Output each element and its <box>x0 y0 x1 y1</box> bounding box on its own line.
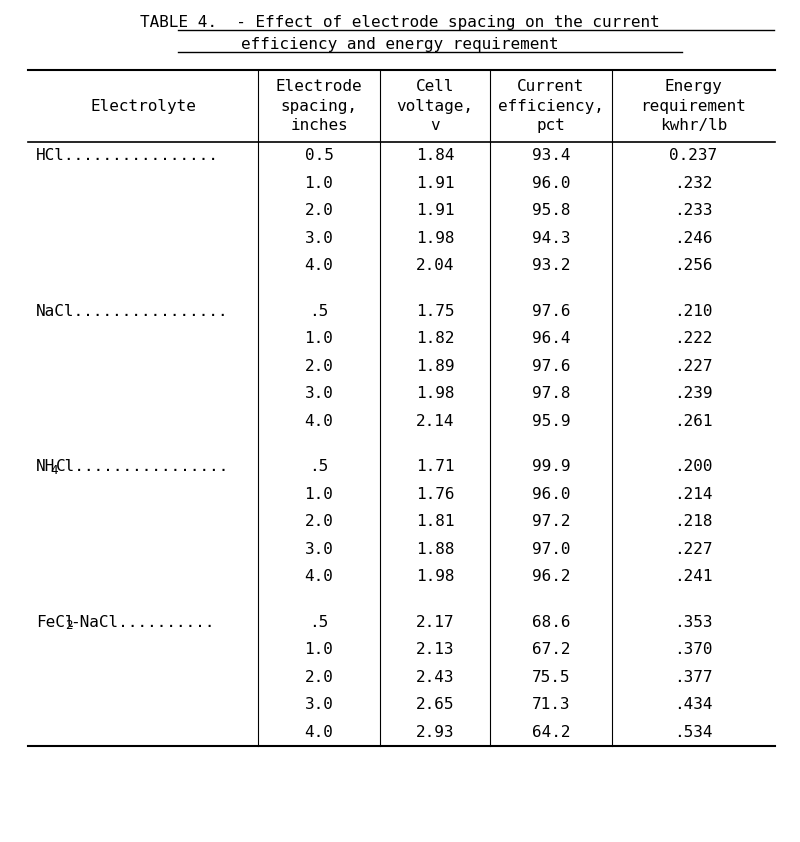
Text: 4: 4 <box>50 464 58 477</box>
Text: 1.71: 1.71 <box>416 459 454 474</box>
Text: 1.0: 1.0 <box>305 487 334 502</box>
Text: 0.5: 0.5 <box>305 148 334 163</box>
Text: 67.2: 67.2 <box>532 642 570 658</box>
Text: 94.3: 94.3 <box>532 231 570 246</box>
Text: NaCl................: NaCl................ <box>36 304 229 319</box>
Text: 1.98: 1.98 <box>416 386 454 402</box>
Text: Cl................: Cl................ <box>56 459 230 474</box>
Text: 71.3: 71.3 <box>532 697 570 712</box>
Text: .239: .239 <box>674 386 713 402</box>
Text: 4.0: 4.0 <box>305 569 334 584</box>
Text: .5: .5 <box>310 615 329 630</box>
Text: 3.0: 3.0 <box>305 386 334 402</box>
Text: .232: .232 <box>674 176 713 191</box>
Text: 1.89: 1.89 <box>416 359 454 374</box>
Text: 1.75: 1.75 <box>416 304 454 319</box>
Text: Current
efficiency,
pct: Current efficiency, pct <box>498 79 604 133</box>
Text: 3.0: 3.0 <box>305 231 334 246</box>
Text: 3.0: 3.0 <box>305 697 334 712</box>
Text: .200: .200 <box>674 459 713 474</box>
Text: .434: .434 <box>674 697 713 712</box>
Text: 93.2: 93.2 <box>532 258 570 274</box>
Text: 68.6: 68.6 <box>532 615 570 630</box>
Text: -NaCl..........: -NaCl.......... <box>70 615 215 630</box>
Text: 1.0: 1.0 <box>305 176 334 191</box>
Text: .534: .534 <box>674 725 713 740</box>
Text: 93.4: 93.4 <box>532 148 570 163</box>
Text: 64.2: 64.2 <box>532 725 570 740</box>
Text: efficiency and energy requirement: efficiency and energy requirement <box>241 36 559 51</box>
Text: 97.0: 97.0 <box>532 541 570 557</box>
Text: 96.4: 96.4 <box>532 331 570 346</box>
Text: .210: .210 <box>674 304 713 319</box>
Text: 99.9: 99.9 <box>532 459 570 474</box>
Text: 97.6: 97.6 <box>532 304 570 319</box>
Text: 2.13: 2.13 <box>416 642 454 658</box>
Text: 1.88: 1.88 <box>416 541 454 557</box>
Text: 1.82: 1.82 <box>416 331 454 346</box>
Text: .222: .222 <box>674 331 713 346</box>
Text: 2.04: 2.04 <box>416 258 454 274</box>
Text: .5: .5 <box>310 304 329 319</box>
Text: .241: .241 <box>674 569 713 584</box>
Text: 96.0: 96.0 <box>532 176 570 191</box>
Text: 4.0: 4.0 <box>305 258 334 274</box>
Text: .256: .256 <box>674 258 713 274</box>
Text: Electrode
spacing,
inches: Electrode spacing, inches <box>276 79 362 133</box>
Text: 97.2: 97.2 <box>532 514 570 530</box>
Text: 3.0: 3.0 <box>305 541 334 557</box>
Text: .227: .227 <box>674 359 713 374</box>
Text: 2.0: 2.0 <box>305 203 334 218</box>
Text: 2.0: 2.0 <box>305 359 334 374</box>
Text: 2.14: 2.14 <box>416 413 454 429</box>
Text: 97.8: 97.8 <box>532 386 570 402</box>
Text: Energy
requirement
kwhr/lb: Energy requirement kwhr/lb <box>641 79 746 133</box>
Text: 1.91: 1.91 <box>416 203 454 218</box>
Text: 75.5: 75.5 <box>532 669 570 685</box>
Text: 4.0: 4.0 <box>305 413 334 429</box>
Text: .246: .246 <box>674 231 713 246</box>
Text: 2.0: 2.0 <box>305 669 334 685</box>
Text: HCl................: HCl................ <box>36 148 219 163</box>
Text: 4.0: 4.0 <box>305 725 334 740</box>
Text: 1.98: 1.98 <box>416 231 454 246</box>
Text: 1.91: 1.91 <box>416 176 454 191</box>
Text: TABLE 4.  - Effect of electrode spacing on the current: TABLE 4. - Effect of electrode spacing o… <box>140 14 660 29</box>
Text: Cell
voltage,
v: Cell voltage, v <box>397 79 474 133</box>
Text: 2.43: 2.43 <box>416 669 454 685</box>
Text: 1.76: 1.76 <box>416 487 454 502</box>
Text: .227: .227 <box>674 541 713 557</box>
Text: 2.0: 2.0 <box>305 514 334 530</box>
Text: Electrolyte: Electrolyte <box>90 99 196 114</box>
Text: 1.0: 1.0 <box>305 642 334 658</box>
Text: .214: .214 <box>674 487 713 502</box>
Text: 96.2: 96.2 <box>532 569 570 584</box>
Text: 97.6: 97.6 <box>532 359 570 374</box>
Text: 96.0: 96.0 <box>532 487 570 502</box>
Text: .218: .218 <box>674 514 713 530</box>
Text: 95.9: 95.9 <box>532 413 570 429</box>
Text: 2.93: 2.93 <box>416 725 454 740</box>
Text: 1.0: 1.0 <box>305 331 334 346</box>
Text: 95.8: 95.8 <box>532 203 570 218</box>
Text: 2: 2 <box>65 619 72 632</box>
Text: .370: .370 <box>674 642 713 658</box>
Text: 1.98: 1.98 <box>416 569 454 584</box>
Text: .233: .233 <box>674 203 713 218</box>
Text: 0.237: 0.237 <box>670 148 718 163</box>
Text: .5: .5 <box>310 459 329 474</box>
Text: 2.17: 2.17 <box>416 615 454 630</box>
Text: .261: .261 <box>674 413 713 429</box>
Text: 1.81: 1.81 <box>416 514 454 530</box>
Text: 2.65: 2.65 <box>416 697 454 712</box>
Text: 1.84: 1.84 <box>416 148 454 163</box>
Text: .353: .353 <box>674 615 713 630</box>
Text: NH: NH <box>36 459 55 474</box>
Text: .377: .377 <box>674 669 713 685</box>
Text: FeCl: FeCl <box>36 615 74 630</box>
